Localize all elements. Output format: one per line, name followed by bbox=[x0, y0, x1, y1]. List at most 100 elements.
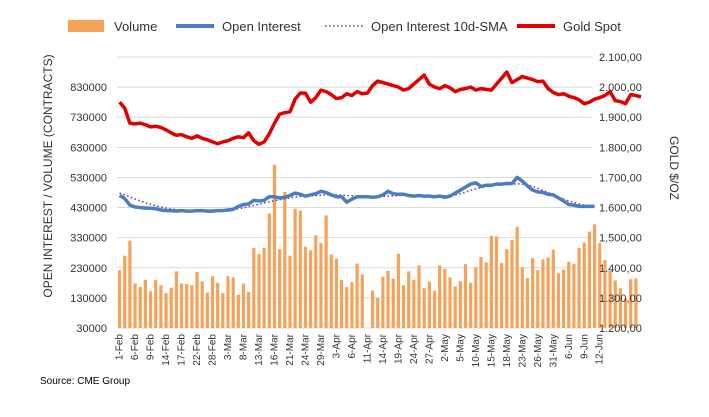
volume-bar bbox=[376, 297, 380, 328]
volume-bar bbox=[319, 243, 323, 328]
volume-bar bbox=[401, 285, 406, 328]
volume-bar bbox=[241, 283, 246, 328]
x-tick-label: 27-Apr bbox=[424, 333, 435, 364]
x-tick-label: 15-May bbox=[486, 334, 497, 367]
legend: Volume Open Interest Open Interest 10d-SMA… bbox=[68, 19, 621, 34]
volume-bar bbox=[221, 293, 225, 328]
right-axis-tick-labels: 1.200,00 1.300,00 1.400,00 1.500,00 1.600,00… bbox=[599, 52, 642, 335]
right-tick-label: 1.700,00 bbox=[599, 172, 642, 184]
x-tick-label: 8-Mar bbox=[238, 333, 249, 360]
x-tick-label: 22-Feb bbox=[192, 334, 203, 366]
volume-bar bbox=[489, 235, 493, 328]
x-tick-label: 1-Feb bbox=[115, 334, 126, 361]
x-tick-label: 14-Apr bbox=[378, 333, 389, 364]
volume-bar bbox=[159, 285, 163, 328]
volume-bar bbox=[324, 215, 328, 328]
left-tick-label: 630000 bbox=[70, 142, 107, 154]
left-tick-label: 530000 bbox=[70, 172, 107, 184]
volume-bar bbox=[216, 282, 220, 328]
x-tick-label: 24-Mar bbox=[300, 333, 311, 365]
x-tick-label: 21-Mar bbox=[285, 333, 296, 365]
right-tick-label: 1.300,00 bbox=[599, 293, 642, 305]
x-tick-label: 31-May bbox=[548, 334, 559, 367]
left-tick-label: 130000 bbox=[70, 293, 107, 305]
volume-bar bbox=[267, 213, 271, 328]
right-tick-label: 2.100,00 bbox=[599, 52, 642, 64]
x-tick-label: 11-Apr bbox=[362, 333, 373, 363]
x-tick-label: 5-May bbox=[455, 334, 466, 362]
volume-bar bbox=[618, 288, 622, 328]
x-tick-label: 9-Jun bbox=[579, 334, 590, 359]
legend-swatch-volume bbox=[68, 20, 104, 32]
volume-bar bbox=[293, 208, 297, 328]
volume-bar bbox=[608, 270, 612, 328]
volume-bar bbox=[123, 255, 127, 328]
volume-bar bbox=[288, 255, 292, 328]
volume-bar bbox=[278, 249, 282, 328]
volume-bar bbox=[458, 281, 462, 328]
volume-bar bbox=[386, 270, 390, 328]
volume-bar bbox=[525, 278, 530, 328]
volume-bar bbox=[407, 271, 411, 328]
volume-bar bbox=[226, 276, 230, 328]
volume-bar bbox=[190, 285, 194, 328]
volume-bar bbox=[417, 265, 421, 328]
volume-bar bbox=[252, 247, 256, 328]
left-axis-title: OPEN INTEREST / VOLUME (CONTRACTS) bbox=[41, 54, 55, 297]
x-tick-label: 6-Apr bbox=[347, 333, 358, 358]
volume-bar bbox=[370, 290, 375, 328]
volume-bar bbox=[303, 246, 308, 328]
volume-bar bbox=[185, 284, 189, 328]
volume-bar bbox=[200, 281, 204, 328]
legend-label-sma: Open Interest 10d-SMA bbox=[371, 19, 508, 34]
volume-bars bbox=[117, 164, 638, 328]
volume-bar bbox=[154, 279, 158, 328]
volume-bar bbox=[598, 243, 602, 328]
x-tick-label: 6-Jun bbox=[564, 334, 575, 359]
left-axis-tick-labels: 30000 130000 230000 330000 430000 530000 63000… bbox=[70, 82, 107, 335]
volume-bar bbox=[422, 288, 426, 328]
volume-bar bbox=[205, 292, 209, 328]
x-tick-label: 19-Apr bbox=[393, 333, 404, 364]
x-tick-label: 18-May bbox=[502, 334, 513, 367]
volume-bar bbox=[164, 293, 168, 328]
x-tick-label: 16-Mar bbox=[269, 333, 280, 365]
volume-bar bbox=[179, 283, 184, 328]
right-tick-label: 1.500,00 bbox=[599, 233, 642, 245]
right-tick-label: 2.000,00 bbox=[599, 82, 642, 94]
open-interest-line bbox=[118, 175, 595, 213]
left-tick-label: 830000 bbox=[70, 82, 107, 94]
left-tick-label: 730000 bbox=[70, 112, 107, 124]
x-tick-label: 10-May bbox=[471, 334, 482, 367]
volume-bar bbox=[582, 242, 586, 328]
volume-bar bbox=[613, 280, 617, 328]
x-tick-label: 13-Mar bbox=[254, 333, 265, 365]
x-axis-tick-labels: 1-Feb 6-Feb 9-Feb 14-Feb 17-Feb 22-Feb 28-Feb 3… bbox=[115, 333, 606, 367]
volume-bar bbox=[629, 279, 633, 328]
volume-bar bbox=[195, 271, 199, 328]
volume-bar bbox=[587, 231, 592, 328]
volume-bar bbox=[117, 270, 122, 328]
volume-bar bbox=[262, 247, 266, 328]
legend-label-open_interest: Open Interest bbox=[222, 19, 301, 34]
volume-bar bbox=[572, 264, 576, 328]
volume-bar bbox=[355, 263, 359, 328]
volume-bar bbox=[339, 279, 344, 328]
volume-bar bbox=[577, 247, 581, 328]
volume-bar bbox=[567, 261, 571, 328]
volume-bar bbox=[360, 274, 364, 328]
volume-bar bbox=[463, 264, 468, 328]
volume-bar bbox=[210, 276, 215, 328]
volume-bar bbox=[448, 277, 452, 328]
volume-bar bbox=[396, 253, 400, 328]
volume-bar bbox=[309, 250, 313, 328]
volume-bar bbox=[438, 265, 442, 328]
volume-bar bbox=[427, 281, 431, 328]
volume-bar bbox=[510, 240, 514, 328]
volume-bar bbox=[133, 283, 137, 328]
series-lines bbox=[118, 70, 642, 213]
volume-bar bbox=[314, 235, 318, 328]
volume-bar bbox=[391, 278, 395, 328]
volume-bar bbox=[623, 298, 628, 328]
